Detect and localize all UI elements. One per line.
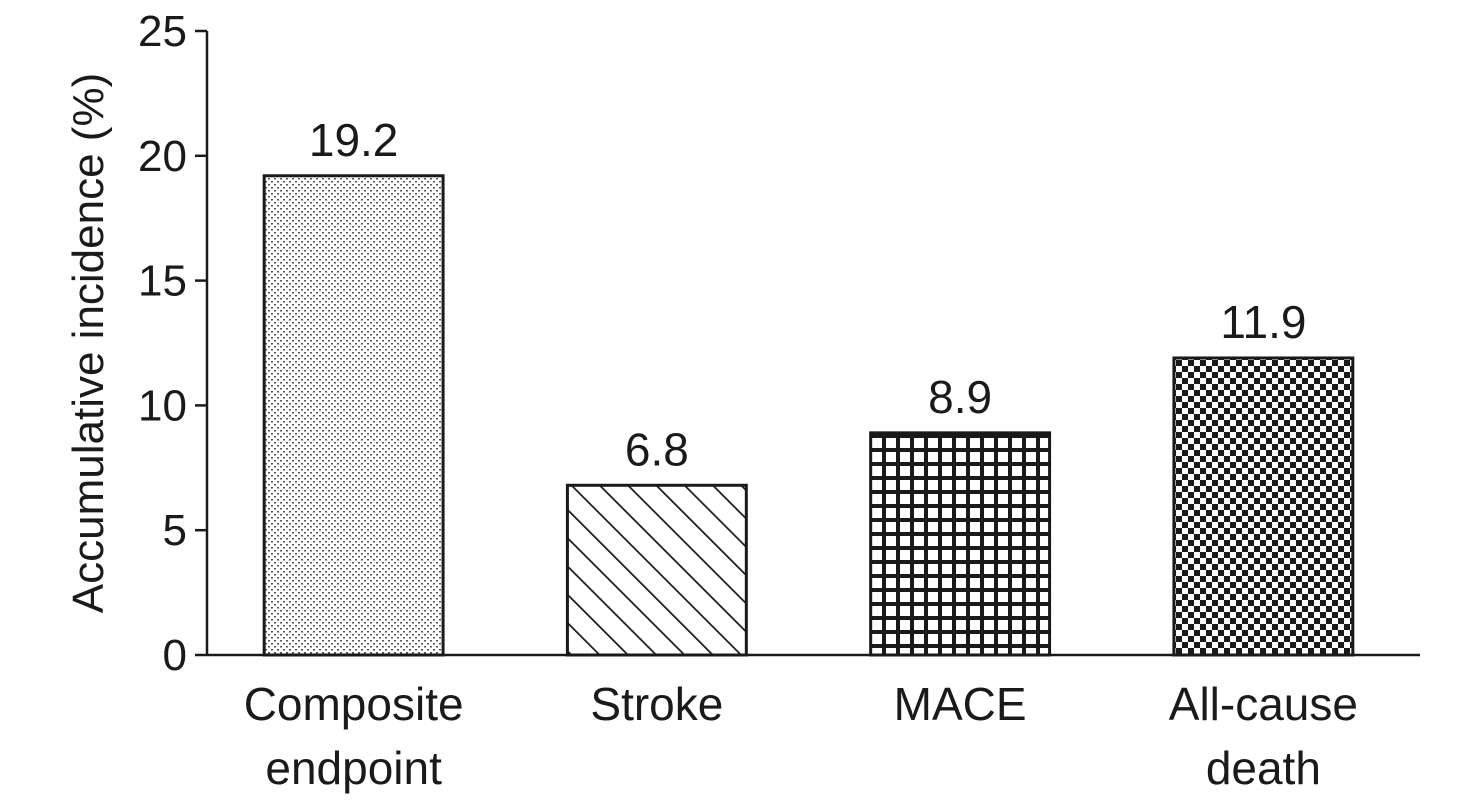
y-axis: 0 5 10 15 20 25 <box>138 7 209 680</box>
y-tick-label: 5 <box>163 506 187 555</box>
bars <box>262 174 1355 657</box>
category-labels: Composite endpoint Stroke MACE All-cause deat… <box>244 678 1358 794</box>
x-tick-label: endpoint <box>265 742 442 794</box>
x-tick-label: MACE <box>894 678 1027 730</box>
bar <box>869 431 1052 657</box>
x-tick-label: Stroke <box>590 678 723 730</box>
data-labels: 19.2 6.8 8.9 11.9 <box>309 114 1307 476</box>
bar <box>262 174 445 657</box>
bar <box>1172 356 1355 657</box>
data-label: 6.8 <box>625 423 689 475</box>
y-tick-label: 0 <box>163 631 187 680</box>
x-tick-label: death <box>1206 742 1321 794</box>
data-label: 19.2 <box>309 114 399 166</box>
x-tick-label: All-cause <box>1169 678 1358 730</box>
x-tick-label: Composite <box>244 678 464 730</box>
y-tick-label: 15 <box>138 257 187 306</box>
y-tick-label: 20 <box>138 132 187 181</box>
y-axis-title: Accumulative incidence (%) <box>64 73 113 613</box>
data-label: 8.9 <box>928 371 992 423</box>
data-label: 11.9 <box>1220 296 1306 348</box>
y-tick-label: 25 <box>138 7 187 56</box>
bar <box>565 483 748 657</box>
y-tick-label: 10 <box>138 381 187 430</box>
